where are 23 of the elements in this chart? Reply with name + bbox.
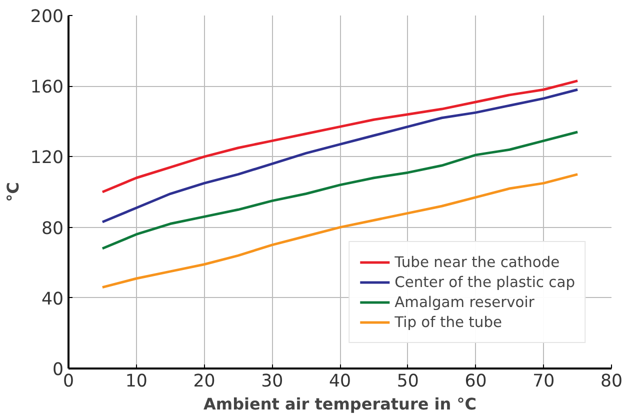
legend-label: Amalgam reservoir (394, 294, 534, 310)
legend-label: Center of the plastic cap (394, 274, 575, 290)
x-tick-label: 70 (532, 372, 555, 392)
x-axis-title: Ambient air temperature in °C (204, 394, 476, 414)
x-tick-label: 60 (464, 372, 487, 392)
x-tick-label: 40 (328, 372, 352, 392)
line-series (101, 173, 579, 289)
y-axis-title: °C (3, 182, 22, 202)
line-series (101, 88, 579, 224)
legend-label: Tip of the tube (394, 314, 502, 330)
y-tick-label: 80 (41, 218, 64, 239)
y-tick-label: 160 (30, 78, 64, 98)
line-series (101, 80, 579, 194)
x-tick-label: 30 (261, 372, 284, 392)
x-tick-label: 80 (600, 372, 623, 392)
legend-label: Tube near the cathode (394, 254, 560, 270)
line-series (101, 130, 579, 250)
x-tick-label: 10 (125, 372, 148, 392)
x-tick-label: 20 (193, 372, 216, 392)
y-tick-label: 120 (30, 148, 64, 168)
x-tick-label: 50 (396, 372, 419, 392)
y-tick-label: 40 (41, 289, 64, 310)
y-tick-label: 200 (30, 7, 64, 27)
